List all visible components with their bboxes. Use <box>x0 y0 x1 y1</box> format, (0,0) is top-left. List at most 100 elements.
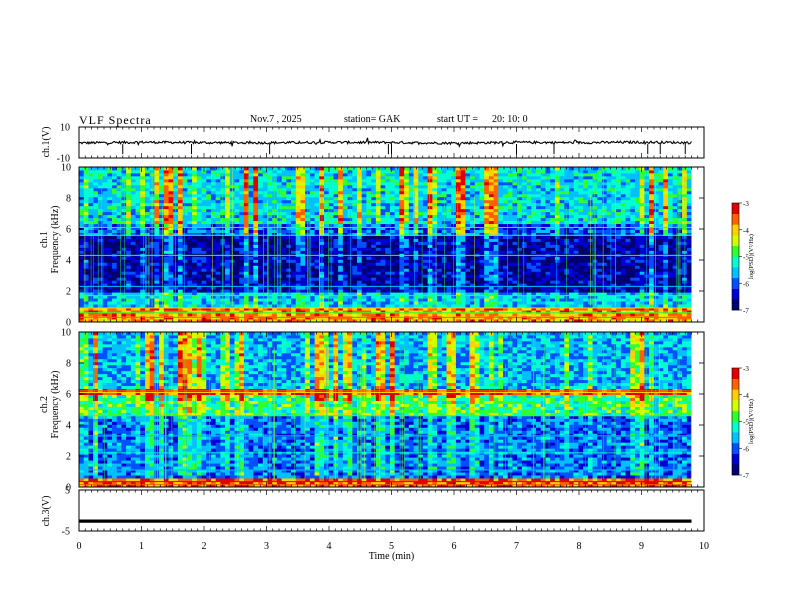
spectrogram-cell <box>418 298 424 302</box>
spectrogram-cell <box>102 226 108 230</box>
spectrogram-cell <box>342 232 348 236</box>
spectrogram-cell <box>526 265 532 269</box>
spectrogram-cell <box>545 214 551 219</box>
spectrogram-cell <box>111 235 118 239</box>
spectrogram-cell <box>168 313 174 317</box>
spectrogram-cell <box>583 217 589 222</box>
spectrogram-cell <box>550 217 556 222</box>
spectrogram-cell <box>262 256 268 260</box>
spectrogram-cell <box>361 304 367 308</box>
spectrogram-cell <box>455 226 462 230</box>
spectrogram-cell <box>634 286 641 290</box>
spectrogram-cell <box>493 232 499 236</box>
spectrogram-cell <box>291 301 297 305</box>
spectrogram-cell <box>83 244 89 248</box>
spectrogram-cell <box>597 265 603 269</box>
spectrogram-cell <box>206 307 212 311</box>
spectrogram-cell <box>97 232 103 236</box>
spectrogram-cell <box>93 274 99 278</box>
spectrogram-cell <box>97 238 103 242</box>
spectrogram-cell <box>239 283 245 287</box>
spectrogram-cell <box>102 250 108 254</box>
spectrogram-cell <box>291 250 297 254</box>
spectrogram-cell <box>300 310 306 314</box>
spectrogram-cell <box>163 313 169 317</box>
spectrogram-cell <box>182 271 188 275</box>
spectrogram-cell <box>521 250 527 254</box>
spectrogram-cell <box>601 292 608 296</box>
spectrogram-cell <box>540 307 546 311</box>
spectrogram-cell <box>267 217 273 222</box>
spectrogram-cell <box>526 286 532 290</box>
spectrogram-cell <box>262 298 268 302</box>
spectrogram-cell <box>663 232 669 236</box>
spectrogram-cell <box>455 295 462 299</box>
spectrogram-cell <box>658 247 664 251</box>
spectrogram-cell <box>488 271 495 275</box>
spectrogram-cell <box>658 298 664 302</box>
spectrogram-cell <box>262 244 268 248</box>
spectrogram-cell <box>540 301 546 305</box>
spectrogram-cell <box>130 283 136 287</box>
spectrogram-cell <box>389 265 396 269</box>
spectrogram-cell <box>140 277 146 281</box>
spectrogram-cell <box>550 277 556 281</box>
spectrogram-cell <box>154 232 160 236</box>
spectrogram-cell <box>333 217 339 222</box>
spectrogram-cell <box>102 271 108 275</box>
spectrogram-cell <box>347 289 353 293</box>
spectrogram-cell <box>620 259 626 263</box>
spectrogram-cell <box>517 256 523 260</box>
spectrogram-cell <box>418 238 424 242</box>
spectrogram-cell <box>507 223 513 228</box>
spectrogram-cell <box>578 274 584 278</box>
spectrogram-cell <box>394 265 400 269</box>
spectrogram-cell <box>111 247 118 251</box>
spectrogram-cell <box>474 307 480 311</box>
spectrogram-cell <box>286 229 292 233</box>
spectrogram-cell <box>488 289 495 293</box>
spectrogram-cell <box>474 217 480 222</box>
spectrogram-cell <box>375 214 381 219</box>
spectrogram-cell <box>201 295 207 299</box>
spectrogram-cell <box>177 268 184 272</box>
spectrogram-cell <box>422 274 429 278</box>
spectrogram-cell <box>210 310 217 314</box>
spectrogram-cell <box>399 211 405 216</box>
spectrogram-cell <box>356 247 363 251</box>
spectrogram-cell <box>488 265 495 269</box>
spectrogram-cell <box>163 283 169 287</box>
spectrogram-cell <box>229 307 235 311</box>
spectrogram-cell <box>559 292 565 296</box>
spectrogram-cell <box>234 271 240 275</box>
spectrogram-cell <box>484 271 490 275</box>
spectrogram-cell <box>507 241 513 245</box>
spectrogram-cell <box>498 220 504 225</box>
spectrogram-cell <box>121 265 127 269</box>
spectrogram-cell <box>286 286 292 290</box>
spectrogram-cell <box>314 235 320 239</box>
spectrogram-cell <box>630 280 636 284</box>
spectrogram-cell <box>380 211 386 216</box>
spectrogram-cell <box>107 295 113 299</box>
spectrogram-cell <box>531 292 537 296</box>
spectrogram-cell <box>597 256 603 260</box>
spectrogram-cell <box>177 214 184 219</box>
spectrogram-cell <box>460 268 466 272</box>
spectrogram-cell <box>83 292 89 296</box>
spectrogram-cell <box>653 277 659 281</box>
spectrogram-cell <box>399 256 405 260</box>
spectrogram-cell <box>616 268 622 272</box>
spectrogram-cell <box>324 301 330 305</box>
spectrogram-cell <box>168 310 174 314</box>
spectrogram-cell <box>210 229 217 233</box>
spectrogram-cell <box>658 229 664 233</box>
spectrogram-cell <box>649 220 655 225</box>
spectrogram-cell <box>352 286 358 290</box>
spectrogram-cell <box>371 313 377 317</box>
spectrogram-cell <box>248 313 254 317</box>
spectrogram-cell <box>243 277 250 281</box>
spectrogram-cell <box>366 262 372 266</box>
spectrogram-cell <box>625 280 631 284</box>
spectrogram-cell <box>295 247 301 251</box>
